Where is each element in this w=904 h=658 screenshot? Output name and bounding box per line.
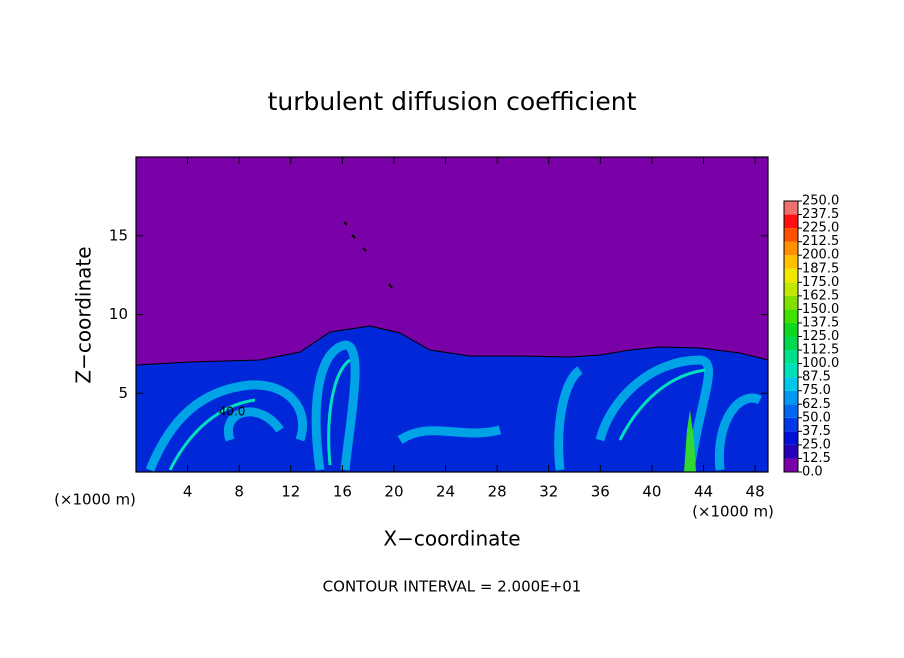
y-tick-label: 10 xyxy=(109,305,128,323)
x-tick-label: 20 xyxy=(384,483,403,501)
x-tick-label: 16 xyxy=(333,483,352,501)
colorbar-swatch xyxy=(784,417,798,432)
colorbar-label: 162.5 xyxy=(802,288,839,303)
x-tick-label: 32 xyxy=(539,483,558,501)
colorbar-swatch xyxy=(784,255,798,269)
colorbar-label: 62.5 xyxy=(802,397,831,412)
colorbar-label: 125.0 xyxy=(802,329,839,344)
colorbar-label: 187.5 xyxy=(802,261,839,276)
colorbar-label: 250.0 xyxy=(802,194,839,209)
y-axis-title: Z−coordinate xyxy=(72,246,96,383)
field-peak xyxy=(684,410,696,472)
colorbar-swatch xyxy=(784,377,798,391)
field-swirl xyxy=(168,358,706,471)
colorbar-label: 100.0 xyxy=(802,356,839,371)
field-dots xyxy=(343,221,393,289)
footer-note: CONTOUR INTERVAL = 2.000E+01 xyxy=(323,578,582,596)
colorbar-swatch xyxy=(784,431,798,445)
x-tick-label: 8 xyxy=(234,483,244,501)
x-tick-label: 36 xyxy=(591,483,610,501)
colorbar-label: 200.0 xyxy=(802,248,839,263)
field-region xyxy=(135,325,769,473)
y-tick-label: 15 xyxy=(109,226,128,244)
colorbar-swatch xyxy=(784,295,798,310)
field: 40.0 xyxy=(135,157,769,473)
field-swirl xyxy=(145,340,763,472)
x-tick-label: 40 xyxy=(642,483,661,501)
colorbar-label: 175.0 xyxy=(802,275,839,290)
colorbar-swatch xyxy=(784,309,798,323)
x-tick-label: 12 xyxy=(281,483,300,501)
colorbar-label: 150.0 xyxy=(802,302,839,317)
colorbar-swatch xyxy=(784,201,798,215)
x-unit-label: (×1000 m) xyxy=(692,503,774,521)
colorbar-label: 112.5 xyxy=(802,343,839,358)
x-tick-label: 28 xyxy=(488,483,507,501)
x-tick-label: 44 xyxy=(694,483,713,501)
colorbar-label: 75.0 xyxy=(802,383,831,398)
colorbar-label: 50.0 xyxy=(802,410,831,425)
colorbar-swatch xyxy=(784,322,798,337)
colorbar-swatch xyxy=(784,404,798,418)
chart-title: turbulent diffusion coefficient xyxy=(268,87,637,116)
colorbar-label: 12.5 xyxy=(802,451,831,466)
colorbar-swatch xyxy=(784,214,798,229)
x-tick-label: 48 xyxy=(746,483,765,501)
x-axis-title: X−coordinate xyxy=(383,527,520,551)
colorbar-swatch xyxy=(784,241,798,256)
colorbar-swatch xyxy=(784,350,798,364)
contour-label: 40.0 xyxy=(219,405,246,419)
colorbar-swatch xyxy=(784,268,798,283)
x-unit-label: (×1000 m) xyxy=(54,491,136,509)
colorbar-label: 237.5 xyxy=(802,207,839,222)
colorbar-label: 212.5 xyxy=(802,234,839,249)
colorbar-label: 87.5 xyxy=(802,370,831,385)
colorbar-swatch xyxy=(784,282,798,296)
colorbar-label: 225.0 xyxy=(802,221,839,236)
colorbar-label: 37.5 xyxy=(802,424,831,439)
y-tick-label: 5 xyxy=(118,384,128,402)
colorbar-swatch xyxy=(784,390,798,405)
x-tick-label: 4 xyxy=(183,483,193,501)
colorbar-swatch xyxy=(784,444,798,459)
colorbar-swatch xyxy=(784,336,798,351)
colorbar-swatch xyxy=(784,458,798,472)
colorbar-label: 25.0 xyxy=(802,437,831,452)
colorbar-swatch xyxy=(784,228,798,242)
colorbar-swatch xyxy=(784,363,798,378)
x-tick-label: 24 xyxy=(436,483,455,501)
colorbar-label: 137.5 xyxy=(802,315,839,330)
colorbar-label: 0.0 xyxy=(802,465,823,480)
